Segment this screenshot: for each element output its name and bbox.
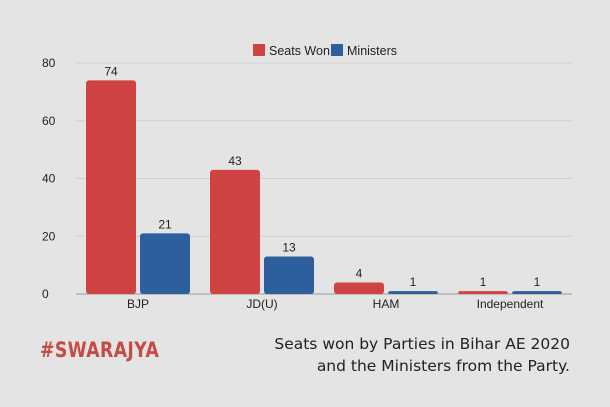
bar-ministers-ham <box>388 291 438 294</box>
y-tick-label: 20 <box>42 229 56 243</box>
swarajya-logo: #SWARAJYA <box>40 338 160 362</box>
y-tick-label: 40 <box>42 172 56 186</box>
legend-swatch-ministers <box>331 44 343 56</box>
y-tick-label: 60 <box>42 114 56 128</box>
data-label: 13 <box>282 240 296 254</box>
bar-ministers-bjp <box>140 233 190 294</box>
x-tick-label: HAM <box>373 297 400 311</box>
data-label: 21 <box>158 217 172 231</box>
caption-line-2: and the Ministers from the Party. <box>316 357 570 375</box>
bar-seats-won-bjp <box>86 80 136 294</box>
data-label: 43 <box>228 154 242 168</box>
legend-label-seats-won: Seats Won <box>269 44 330 58</box>
bar-ministers-jdu <box>264 256 314 294</box>
data-label: 74 <box>104 64 118 78</box>
bar-seats-won-independent <box>458 291 508 294</box>
bar-ministers-independent <box>512 291 562 294</box>
y-tick-label: 0 <box>42 287 49 301</box>
data-label: 4 <box>356 266 363 280</box>
bar-chart: 0 20 40 60 80 74 21 BJP 43 13 JD(U) 4 1 HAM 1 1 Independ… <box>42 44 572 311</box>
x-tick-label: Independent <box>477 297 544 311</box>
data-label: 1 <box>480 275 487 289</box>
x-tick-label: BJP <box>127 297 149 311</box>
x-tick-label: JD(U) <box>246 297 277 311</box>
legend-label-ministers: Ministers <box>347 44 397 58</box>
bar-seats-won-ham <box>334 282 384 294</box>
chart-caption: Seats won by Parties in Bihar AE 2020 an… <box>274 333 570 377</box>
data-label: 1 <box>410 275 417 289</box>
legend-swatch-seats-won <box>253 44 265 56</box>
data-label: 1 <box>534 275 541 289</box>
caption-line-1: Seats won by Parties in Bihar AE 2020 <box>274 335 570 353</box>
y-tick-label: 80 <box>42 56 56 70</box>
bar-seats-won-jdu <box>210 169 260 294</box>
